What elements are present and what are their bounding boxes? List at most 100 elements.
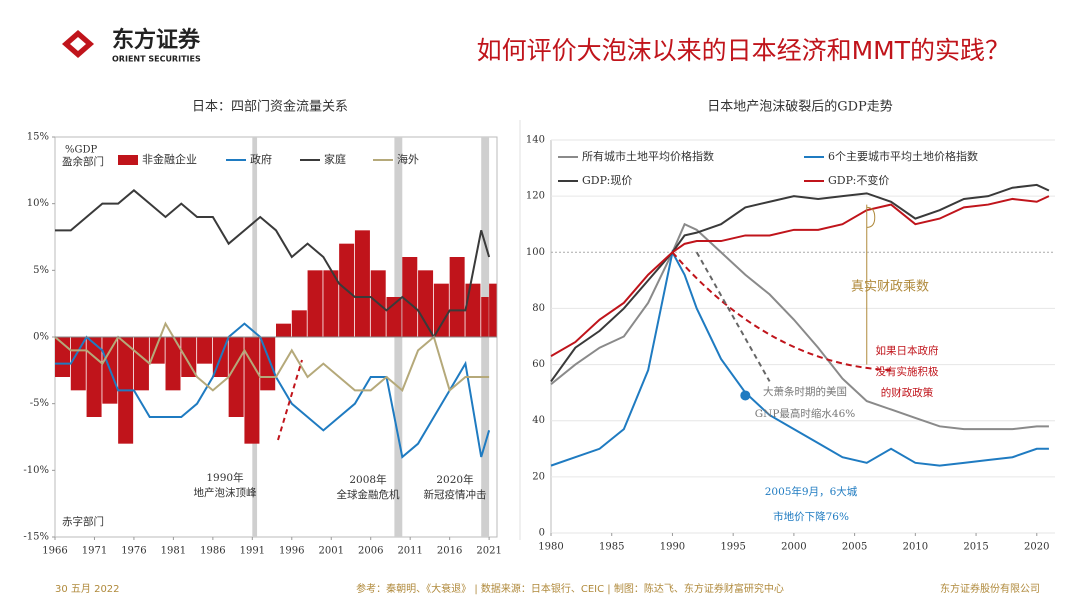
- chart-title: 日本地产泡沫破裂后的GDP走势: [707, 99, 893, 115]
- bar: [481, 297, 489, 337]
- bar: [70, 337, 86, 391]
- bar: [197, 337, 213, 364]
- y-tick-label: -10%: [23, 465, 49, 476]
- y-tick-label: 120: [526, 191, 545, 202]
- y-tick-label: 40: [532, 415, 545, 426]
- x-tick-label: 2015: [963, 542, 988, 553]
- x-tick-label: 2006: [358, 546, 383, 557]
- bar: [323, 270, 339, 337]
- footer-source: 参考：秦朝明、《大衰退》 | 数据来源：日本银行、CEIC | 制图：陈达飞、东…: [356, 582, 784, 595]
- annotation: 2008年: [349, 473, 386, 486]
- bar: [402, 257, 418, 337]
- bar: [465, 283, 481, 337]
- footer-company: 东方证券股份有限公司: [940, 582, 1040, 595]
- x-tick-label: 2020: [1024, 542, 1049, 553]
- logo-en: ORIENT SECURITIES: [112, 55, 201, 64]
- y-tick-label: 20: [532, 471, 545, 482]
- logo-cn: 东方证券: [112, 27, 201, 53]
- legend-label: 6个主要城市平均土地价格指数: [828, 149, 978, 163]
- y-tick-label: 5%: [33, 265, 49, 276]
- series-line: [550, 222, 1049, 431]
- legend-label: GDP:不变价: [828, 173, 889, 187]
- chart-title: 日本：四部门资金流量关系: [192, 99, 348, 115]
- legend-label: 非金融企业: [142, 152, 197, 166]
- unit-label: %GDP: [65, 145, 98, 156]
- arrow: [277, 359, 303, 441]
- bar: [418, 270, 434, 337]
- annotation: 2020年: [436, 473, 473, 486]
- annotation: 市地价下降76%: [773, 510, 849, 523]
- x-tick-label: 1991: [240, 546, 265, 557]
- y-tick-label: 10%: [27, 198, 49, 209]
- x-tick-label: 2011: [397, 546, 422, 557]
- bar: [449, 257, 465, 337]
- multiplier-brace: [866, 206, 876, 228]
- x-tick-label: 1981: [161, 546, 186, 557]
- footer-date: 30 五月 2022: [55, 583, 120, 595]
- series-line: [550, 183, 1050, 382]
- x-tick-label: 1995: [720, 542, 745, 553]
- annotation: 赤字部门: [62, 515, 104, 528]
- bar: [86, 337, 102, 417]
- annotation: 如果日本政府: [876, 344, 939, 357]
- series-line: [550, 249, 1049, 467]
- y-tick-label: 15%: [27, 132, 49, 143]
- x-tick-label: 2005: [842, 542, 867, 553]
- y-tick-label: 0: [539, 528, 545, 539]
- annotation: 1990年: [206, 471, 243, 484]
- depression-line: [695, 251, 771, 382]
- bar: [489, 283, 497, 337]
- annotation: 全球金融危机: [337, 488, 400, 501]
- legend-label: GDP:现价: [582, 174, 632, 187]
- bar: [354, 230, 370, 337]
- logo-icon: [62, 30, 94, 58]
- bar: [181, 337, 197, 377]
- annotation: 的财政政策: [881, 386, 934, 399]
- x-tick-label: 2000: [781, 542, 806, 553]
- annotation: 没有实施积极: [876, 365, 939, 378]
- x-tick-label: 1976: [121, 546, 146, 557]
- x-tick-label: 1996: [279, 546, 304, 557]
- legend-label: 海外: [397, 152, 419, 166]
- bar: [433, 283, 449, 337]
- legend-label: 所有城市土地平均价格指数: [582, 149, 714, 163]
- y-tick-label: 140: [526, 135, 545, 146]
- bar: [165, 337, 181, 391]
- bar: [133, 337, 149, 391]
- annotation: 真实财政乘数: [851, 280, 929, 295]
- x-tick-label: 2001: [319, 546, 344, 557]
- annotation: 新冠疫情冲击: [424, 488, 487, 501]
- bar: [244, 337, 260, 444]
- bar: [228, 337, 244, 417]
- x-tick-label: 1986: [200, 546, 225, 557]
- x-tick-label: 1971: [82, 546, 107, 557]
- annotation: 盈余部门: [62, 155, 104, 168]
- y-tick-label: 60: [532, 359, 545, 370]
- series-line: [55, 189, 491, 339]
- counterfactual-line: [671, 251, 892, 372]
- y-tick-label: 80: [532, 303, 545, 314]
- y-tick-label: 0%: [33, 332, 49, 343]
- bar: [307, 270, 323, 337]
- x-tick-label: 2016: [437, 546, 462, 557]
- series-line: [550, 195, 1050, 358]
- y-tick-label: 100: [526, 247, 545, 258]
- bar: [291, 310, 307, 337]
- y-tick-label: -5%: [30, 398, 49, 409]
- x-tick-label: 1985: [599, 542, 624, 553]
- legend-swatch: [118, 155, 138, 165]
- marker-dot: [740, 390, 751, 401]
- slide-title: 如何评价大泡沫以来的日本经济和MMT的实践？: [477, 36, 1010, 65]
- annotation: 2005年9月，6大城: [765, 485, 858, 498]
- series-line: [54, 321, 490, 393]
- x-tick-label: 2010: [903, 542, 928, 553]
- x-tick-label: 1980: [538, 542, 563, 553]
- x-tick-label: 2021: [476, 546, 501, 557]
- bar: [149, 337, 165, 364]
- y-tick-label: -15%: [23, 532, 49, 543]
- x-tick-label: 1966: [42, 546, 67, 557]
- legend-label: 家庭: [324, 152, 346, 166]
- legend-label: 政府: [250, 152, 272, 166]
- bar: [276, 323, 291, 337]
